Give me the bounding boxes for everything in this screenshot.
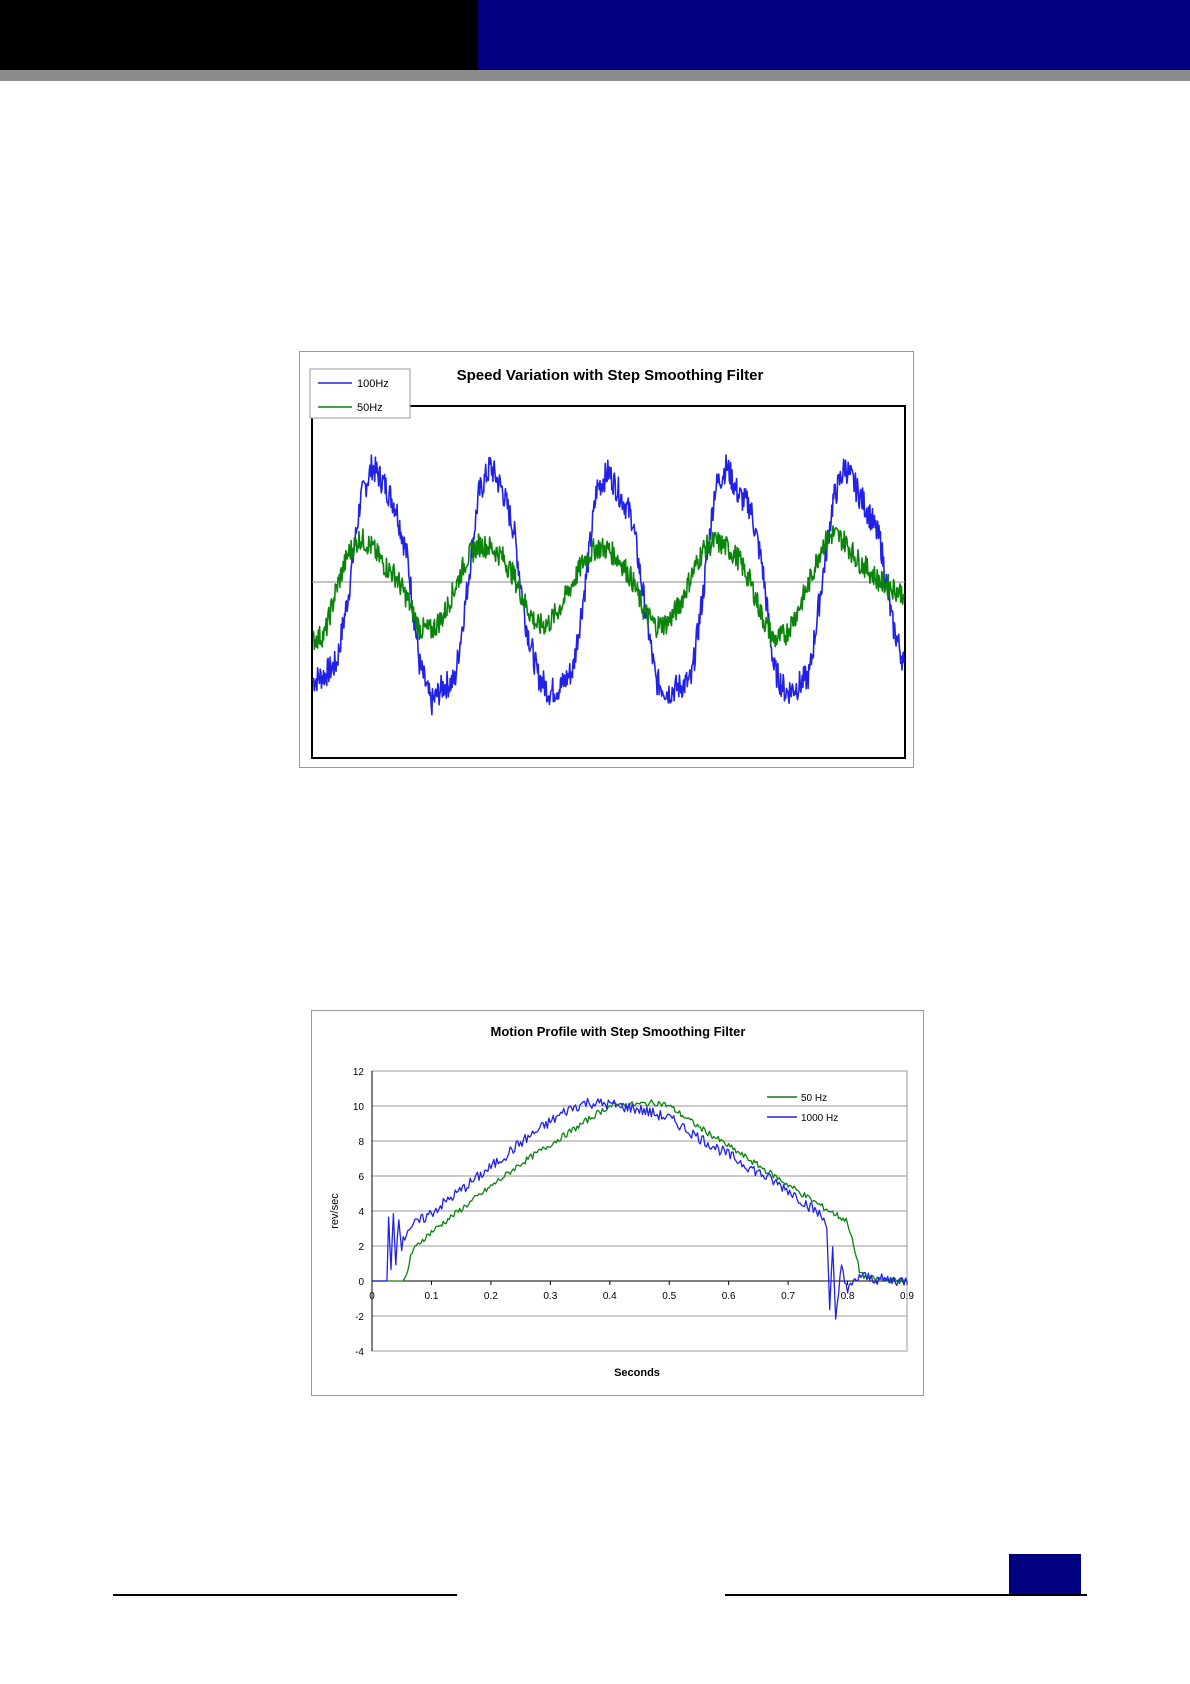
- header-navy-band: [478, 0, 1190, 70]
- footer-rule-left: [113, 1594, 457, 1596]
- y-tick-label: 12: [353, 1067, 365, 1078]
- y-tick-label: 4: [358, 1207, 364, 1218]
- x-tick-label: 0.2: [484, 1291, 498, 1302]
- x-tick-label: 0.6: [722, 1291, 736, 1302]
- legend-box: [309, 368, 411, 419]
- legend: 50 Hz 1000 Hz: [767, 1093, 838, 1124]
- x-tick-label: 0.4: [603, 1291, 617, 1302]
- series-group: [312, 454, 905, 716]
- footer-rule-right: [725, 1594, 1087, 1596]
- y-tick-label: -4: [355, 1347, 364, 1358]
- x-tick-label: 0.5: [662, 1291, 676, 1302]
- series-line-50hz: [312, 525, 905, 651]
- legend-label-1000hz: 1000 Hz: [801, 1113, 838, 1124]
- y-axis-label: rev/sec: [329, 1193, 341, 1229]
- chart-title: Motion Profile with Step Smoothing Filte…: [491, 1024, 746, 1039]
- motion-profile-chart: Motion Profile with Step Smoothing Filte…: [311, 1010, 924, 1396]
- header-black-band: [0, 0, 478, 70]
- axes: 12 10 8 6 4 2 0 -2 -4 0 0.1 0.2 0.3 0.4 0.5 0.6 0.7 0.8 0.…: [353, 1067, 915, 1358]
- y-tick-label: 2: [358, 1242, 364, 1253]
- x-tick-label: 0.9: [900, 1291, 914, 1302]
- x-tick-label: 0.1: [424, 1291, 438, 1302]
- series-line-1000-hz: [372, 1097, 908, 1320]
- x-tick-label: 0.8: [841, 1291, 855, 1302]
- series-line-100hz: [312, 454, 905, 716]
- y-tick-label: 0: [358, 1277, 364, 1288]
- series-line-50-hz: [372, 1099, 908, 1285]
- legend: 100Hz 50Hz: [309, 368, 411, 419]
- legend-label-100hz: 100Hz: [357, 378, 389, 390]
- x-tick-label: 0.7: [781, 1291, 795, 1302]
- y-tick-label: 6: [358, 1172, 364, 1183]
- series-group: [372, 1097, 908, 1320]
- chart-title: Speed Variation with Step Smoothing Filt…: [457, 367, 764, 384]
- y-tick-label: 8: [358, 1137, 364, 1148]
- x-axis-label: Seconds: [614, 1367, 660, 1379]
- speed-variation-chart: Speed Variation with Step Smoothing Filt…: [299, 351, 914, 768]
- speed-variation-chart-svg: Speed Variation with Step Smoothing Filt…: [309, 367, 906, 759]
- y-tick-label: -2: [355, 1312, 364, 1323]
- x-tick-label: 0.3: [543, 1291, 557, 1302]
- legend-label-50hz: 50 Hz: [801, 1093, 827, 1104]
- footer-page-box: [1009, 1554, 1081, 1594]
- motion-profile-chart-svg: Motion Profile with Step Smoothing Filte…: [329, 1024, 915, 1379]
- header-gray-rule: [0, 70, 1190, 81]
- x-tick-label: 0: [369, 1291, 375, 1302]
- y-tick-label: 10: [353, 1102, 365, 1113]
- legend-label-50hz: 50Hz: [357, 402, 383, 414]
